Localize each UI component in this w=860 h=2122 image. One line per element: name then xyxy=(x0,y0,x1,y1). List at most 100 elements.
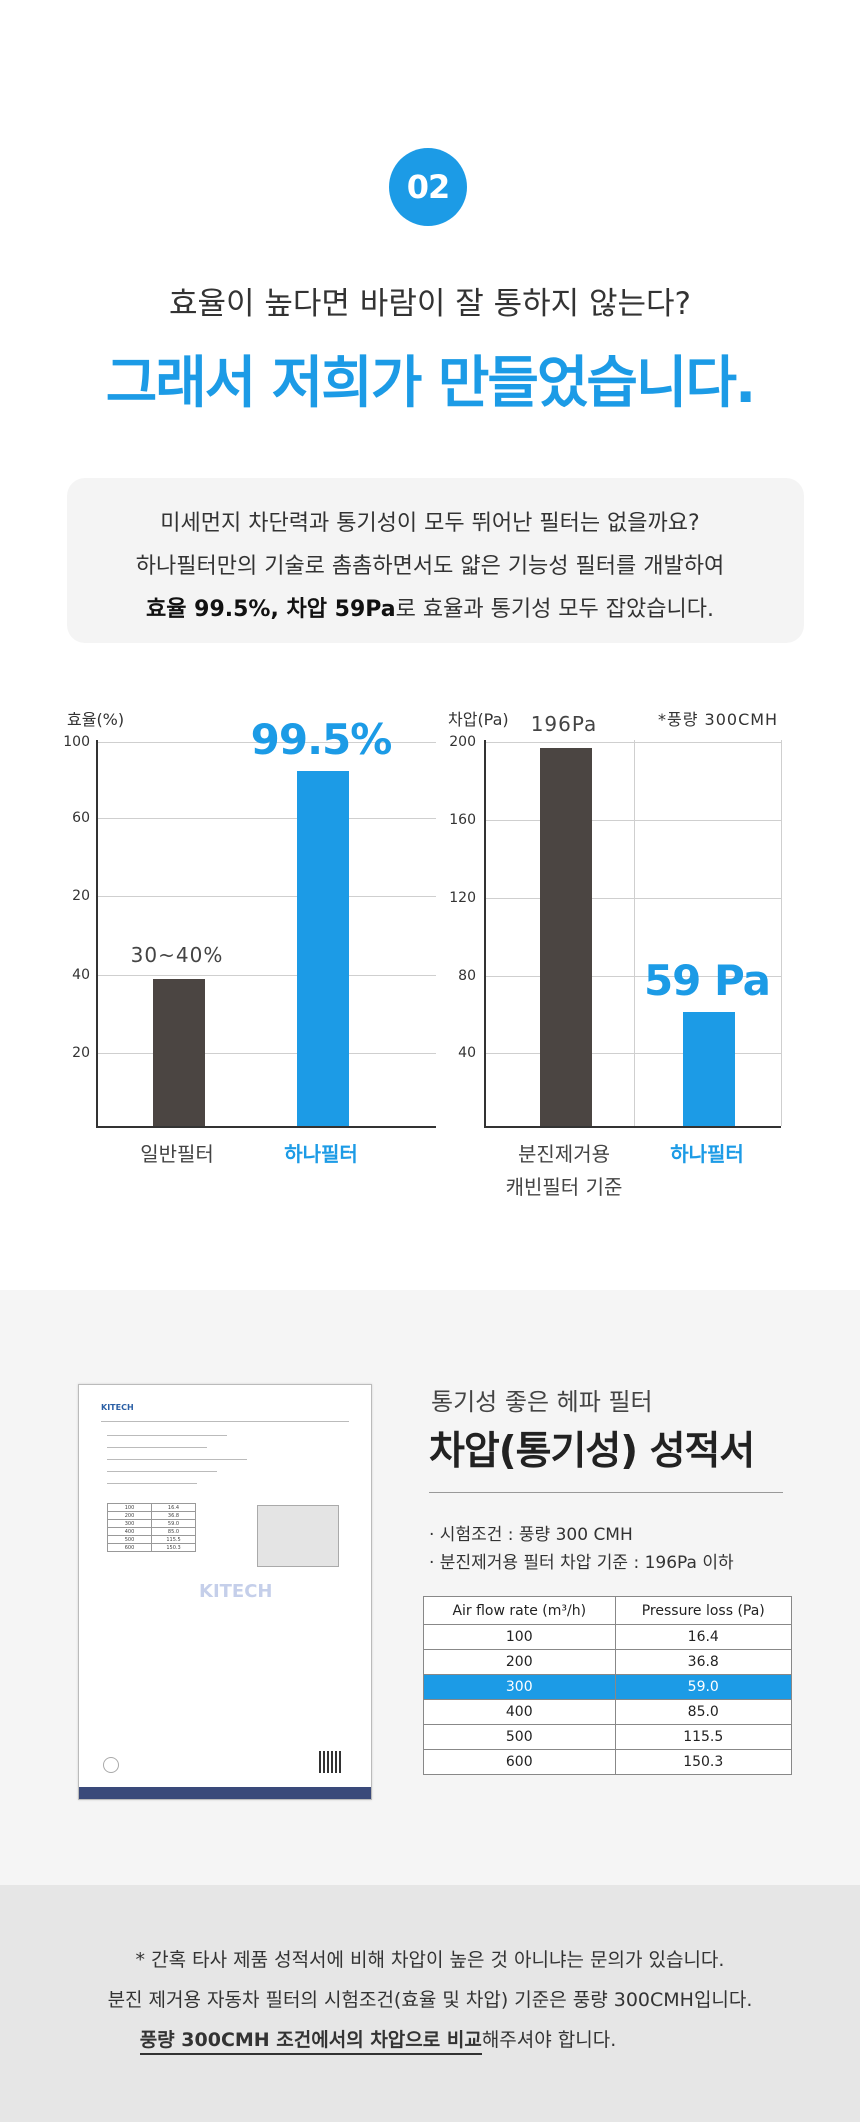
chart-gridline xyxy=(98,896,436,897)
chart-bar xyxy=(297,770,349,1126)
pressure-cell: 115.5 xyxy=(614,1724,792,1750)
chart-value-label: 30~40% xyxy=(130,943,224,968)
chart-tick-label: 40 xyxy=(72,967,90,983)
chart-gridline xyxy=(486,976,781,977)
chart-tick-label: 100 xyxy=(63,734,90,750)
pressure-cell: 59.0 xyxy=(614,1674,792,1700)
report-divider xyxy=(429,1492,783,1493)
doc-mini-cell: 36.8 xyxy=(151,1511,196,1520)
chart-tick-label: 120 xyxy=(449,890,476,906)
doc-mini-cell: 100 xyxy=(107,1503,152,1512)
chart2-ylabel: 차압(Pa) xyxy=(448,710,509,729)
doc-mini-row: 600 150.3 xyxy=(107,1543,196,1552)
doc-mini-cell: 200 xyxy=(107,1511,152,1520)
notice-section xyxy=(0,1885,860,2122)
doc-mini-row: 100 16.4 xyxy=(107,1503,196,1512)
doc-seal xyxy=(103,1757,119,1773)
chart-category-label: 하나필터 xyxy=(607,1138,807,1171)
intro-line-3-rest: 로 효율과 통기성 모두 잡았습니다. xyxy=(395,597,714,622)
table-row: 200 36.8 xyxy=(423,1649,792,1675)
doc-mini-cell: 400 xyxy=(107,1527,152,1536)
chart-value-label: 196Pa xyxy=(530,711,598,736)
chart-gridline xyxy=(98,975,436,976)
chart-tick-label: 80 xyxy=(458,968,476,984)
airflow-cell: 400 xyxy=(423,1699,616,1725)
intro-line-2: 하나필터만의 기술로 촘촘하면서도 얇은 기능성 필터를 개발하여 xyxy=(135,554,725,579)
chart-category-line: 하나필터 xyxy=(670,1142,744,1166)
chart-bar xyxy=(540,747,592,1126)
doc-qr-code xyxy=(319,1751,341,1773)
airflow-cell: 100 xyxy=(423,1624,616,1650)
intro-box xyxy=(67,478,804,643)
doc-mini-cell: 300 xyxy=(107,1519,152,1528)
subheading: 효율이 높다면 바람이 잘 통하지 않는다? xyxy=(168,286,692,322)
chart-gridline xyxy=(98,818,436,819)
pressure-cell: 150.3 xyxy=(614,1749,792,1775)
table-row: 100 16.4 xyxy=(423,1624,792,1650)
pressure-loss-table: Air flow rate (m³/h) Pressure loss (Pa) … xyxy=(423,1596,792,1775)
chart-value-label: 99.5% xyxy=(250,714,393,764)
doc-field-line xyxy=(107,1447,207,1448)
chart-category-label: 분진제거용 캐빈필터 기준 xyxy=(464,1138,664,1204)
doc-mini-cell: 85.0 xyxy=(151,1527,196,1536)
chart-tick-label: 200 xyxy=(449,734,476,750)
doc-footer-bar xyxy=(79,1787,371,1799)
chart-tick-label: 60 xyxy=(72,810,90,826)
doc-mini-cell: 59.0 xyxy=(151,1519,196,1528)
doc-mini-table: 100 16.4 200 36.8 300 59.0 400 85.0 500 115.5 600 1… xyxy=(107,1503,196,1552)
report-heading: 차압(통기성) 성적서 xyxy=(429,1429,755,1474)
chart-gridline xyxy=(486,1053,781,1054)
pressure-header: Pressure loss (Pa) xyxy=(614,1596,792,1625)
airflow-header: Air flow rate (m³/h) xyxy=(423,1596,616,1625)
chart-category-line: 하나필터 xyxy=(284,1142,358,1166)
table-row: 400 85.0 xyxy=(423,1699,792,1725)
airflow-cell: 300 xyxy=(423,1674,616,1700)
pressure-cell: 16.4 xyxy=(614,1624,792,1650)
doc-mini-cell: 115.5 xyxy=(151,1535,196,1544)
chart-tick-label: 20 xyxy=(72,1045,90,1061)
chart-vgridline xyxy=(781,740,782,1126)
chart-tick-label: 160 xyxy=(449,812,476,828)
report-document-image: KITECH 100 16.4 200 36.8 300 59.0 400 85.0 500 11… xyxy=(78,1384,372,1800)
chart-gridline xyxy=(98,1053,436,1054)
pressure-cell: 36.8 xyxy=(614,1649,792,1675)
chart1-ylabel: 효율(%) xyxy=(67,710,125,729)
doc-mini-cell: 600 xyxy=(107,1543,152,1552)
doc-field-line xyxy=(107,1483,197,1484)
doc-field-line xyxy=(107,1471,217,1472)
doc-mini-row: 500 115.5 xyxy=(107,1535,196,1544)
table-row: 300 59.0 xyxy=(423,1674,792,1700)
notice-line-1: * 간혹 타사 제품 성적서에 비해 차압이 높은 것 아니냐는 문의가 있습니… xyxy=(135,1949,725,1971)
chart-gridline xyxy=(486,742,781,743)
doc-mini-cell: 16.4 xyxy=(151,1503,196,1512)
report-title: 통기성 좋은 헤파 필터 xyxy=(431,1388,653,1416)
chart-category-label: 일반필터 xyxy=(77,1138,277,1171)
chart-category-line: 일반필터 xyxy=(140,1142,214,1166)
chart-category-label: 하나필터 xyxy=(221,1138,421,1171)
doc-mini-row: 300 59.0 xyxy=(107,1519,196,1528)
notice-line-3-rest: 해주셔야 합니다. xyxy=(481,2029,617,2051)
chart-gridline xyxy=(486,820,781,821)
chart-gridline xyxy=(98,742,436,743)
headline: 그래서 저희가 만들었습니다. xyxy=(105,351,757,416)
doc-field-line xyxy=(107,1459,247,1460)
pressure-cell: 85.0 xyxy=(614,1699,792,1725)
airflow-cell: 200 xyxy=(423,1649,616,1675)
table-row: 600 150.3 xyxy=(423,1749,792,1775)
table-header-row: Air flow rate (m³/h) Pressure loss (Pa) xyxy=(423,1596,792,1625)
notice-emphasis: 풍량 300CMH 조건에서의 차압으로 비교 xyxy=(139,2029,482,2055)
chart-bar xyxy=(683,1012,735,1126)
doc-sample-photo xyxy=(257,1505,339,1567)
notice-line-3: 풍량 300CMH 조건에서의 차압으로 비교해주셔야 합니다. xyxy=(0,2025,808,2055)
intro-line-1: 미세먼지 차단력과 통기성이 모두 뛰어난 필터는 없을까요? xyxy=(160,511,700,536)
chart2-plot xyxy=(484,740,782,1128)
notice-line-2: 분진 제거용 자동차 필터의 시험조건(효율 및 차압) 기준은 풍량 300C… xyxy=(107,1989,753,2011)
table-row: 500 115.5 xyxy=(423,1724,792,1750)
intro-line-3: 효율 99.5%, 차압 59Pa로 효율과 통기성 모두 잡았습니다. xyxy=(0,591,860,623)
doc-mini-cell: 500 xyxy=(107,1535,152,1544)
airflow-cell: 600 xyxy=(423,1749,616,1775)
chart-bar xyxy=(153,979,205,1126)
pressure-criteria: · 분진제거용 필터 차압 기준 : 196Pa 이하 xyxy=(429,1553,734,1573)
doc-logo: KITECH xyxy=(101,1403,134,1412)
airflow-cell: 500 xyxy=(423,1724,616,1750)
